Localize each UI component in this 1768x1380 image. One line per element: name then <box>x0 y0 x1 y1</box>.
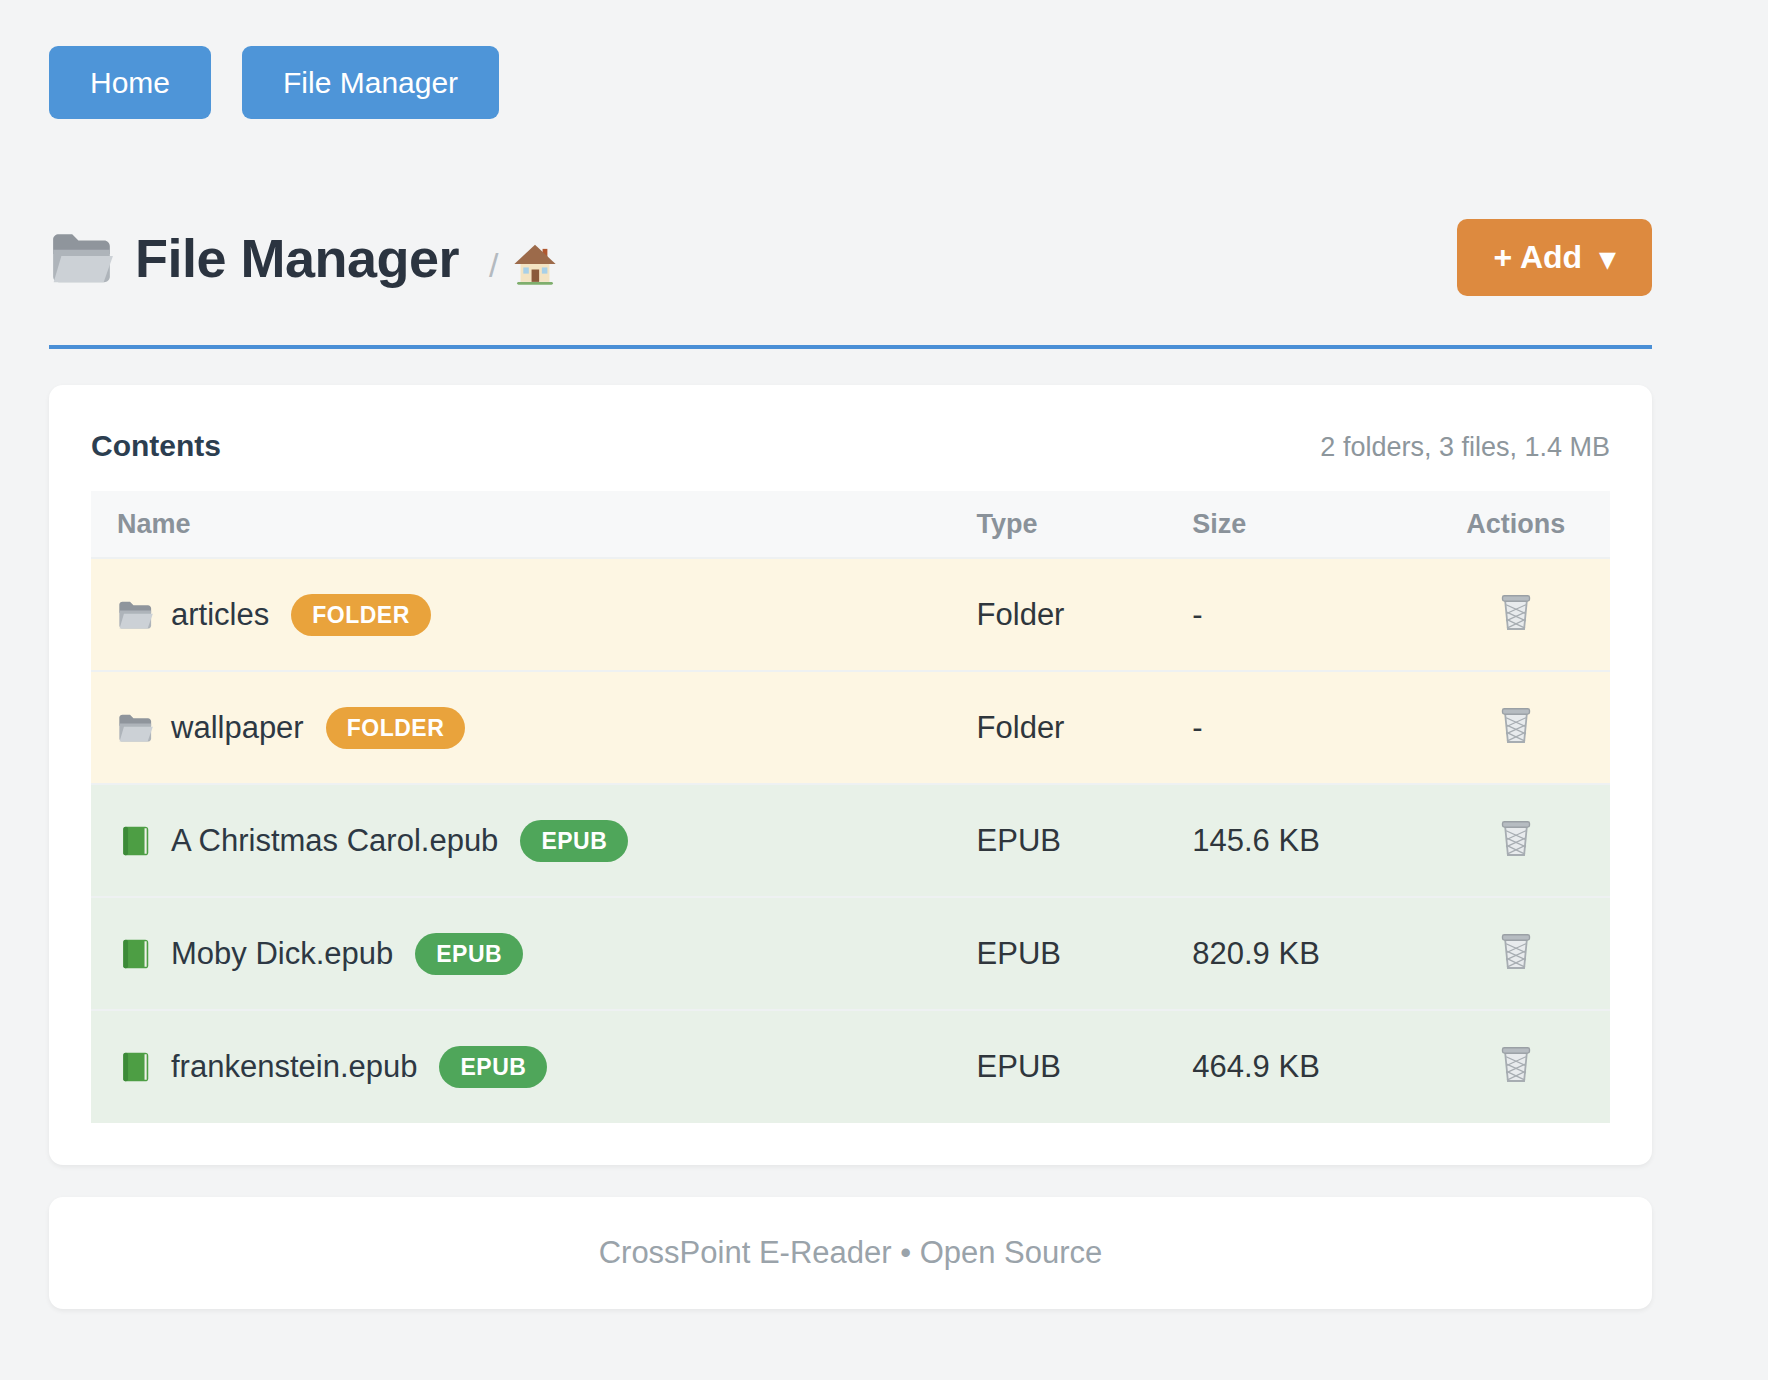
trash-icon <box>1498 704 1534 744</box>
file-manager-button[interactable]: File Manager <box>242 46 499 119</box>
page: Home File Manager File Manager / + Add ▼… <box>49 0 1652 1309</box>
add-button[interactable]: + Add ▼ <box>1457 219 1652 296</box>
folder-badge: FOLDER <box>291 594 431 636</box>
file-table: Name Type Size Actions articles FOLDER <box>91 491 1610 1123</box>
contents-summary: 2 folders, 3 files, 1.4 MB <box>1320 432 1610 463</box>
trash-icon <box>1498 1043 1534 1083</box>
table-header-row: Name Type Size Actions <box>91 491 1610 558</box>
epub-badge: EPUB <box>520 820 628 862</box>
delete-button[interactable] <box>1498 817 1534 857</box>
contents-card: Contents 2 folders, 3 files, 1.4 MB Name… <box>49 385 1652 1165</box>
epub-badge: EPUB <box>415 933 523 975</box>
chevron-down-icon: ▼ <box>1599 244 1616 272</box>
footer: CrossPoint E-Reader • Open Source <box>49 1197 1652 1309</box>
file-name[interactable]: A Christmas Carol.epub <box>171 823 498 859</box>
size-cell: 145.6 KB <box>1192 784 1421 897</box>
type-cell: Folder <box>977 558 1193 671</box>
folder-icon <box>117 711 154 745</box>
folder-icon <box>49 229 115 287</box>
top-nav: Home File Manager <box>49 46 1652 119</box>
size-cell: 820.9 KB <box>1192 897 1421 1010</box>
book-icon <box>117 1050 154 1084</box>
epub-badge: EPUB <box>439 1046 547 1088</box>
footer-text: CrossPoint E-Reader • Open Source <box>599 1235 1103 1271</box>
page-header: File Manager / + Add ▼ <box>49 219 1652 296</box>
add-button-label: + Add <box>1493 239 1582 276</box>
table-row-wallpaper[interactable]: wallpaper FOLDER Folder - <box>91 671 1610 784</box>
trash-icon <box>1498 930 1534 970</box>
table-row-articles[interactable]: articles FOLDER Folder - <box>91 558 1610 671</box>
delete-button[interactable] <box>1498 704 1534 744</box>
size-cell: - <box>1192 558 1421 671</box>
header-divider <box>49 345 1652 349</box>
file-name[interactable]: articles <box>171 597 269 633</box>
delete-button[interactable] <box>1498 591 1534 631</box>
type-cell: Folder <box>977 671 1193 784</box>
file-name[interactable]: Moby Dick.epub <box>171 936 393 972</box>
trash-icon <box>1498 817 1534 857</box>
file-name[interactable]: frankenstein.epub <box>171 1049 417 1085</box>
title-group: File Manager / <box>49 227 557 289</box>
table-row-frankenstein[interactable]: frankenstein.epub EPUB EPUB 464.9 KB <box>91 1010 1610 1123</box>
delete-button[interactable] <box>1498 1043 1534 1083</box>
column-header-size: Size <box>1192 491 1421 558</box>
column-header-actions: Actions <box>1422 491 1610 558</box>
size-cell: 464.9 KB <box>1192 1010 1421 1123</box>
size-cell: - <box>1192 671 1421 784</box>
type-cell: EPUB <box>977 784 1193 897</box>
column-header-type: Type <box>977 491 1193 558</box>
file-name[interactable]: wallpaper <box>171 710 304 746</box>
book-icon <box>117 824 154 858</box>
type-cell: EPUB <box>977 1010 1193 1123</box>
table-row-christmas-carol[interactable]: A Christmas Carol.epub EPUB EPUB 145.6 K… <box>91 784 1610 897</box>
table-row-moby-dick[interactable]: Moby Dick.epub EPUB EPUB 820.9 KB <box>91 897 1610 1010</box>
page-title: File Manager <box>135 227 459 289</box>
folder-badge: FOLDER <box>326 707 466 749</box>
delete-button[interactable] <box>1498 930 1534 970</box>
breadcrumb-separator: / <box>489 230 498 285</box>
contents-title: Contents <box>91 429 221 463</box>
column-header-name: Name <box>91 491 977 558</box>
contents-card-header: Contents 2 folders, 3 files, 1.4 MB <box>91 429 1610 463</box>
book-icon <box>117 937 154 971</box>
trash-icon <box>1498 591 1534 631</box>
house-icon[interactable] <box>513 242 557 286</box>
home-button[interactable]: Home <box>49 46 211 119</box>
type-cell: EPUB <box>977 897 1193 1010</box>
folder-icon <box>117 598 154 632</box>
